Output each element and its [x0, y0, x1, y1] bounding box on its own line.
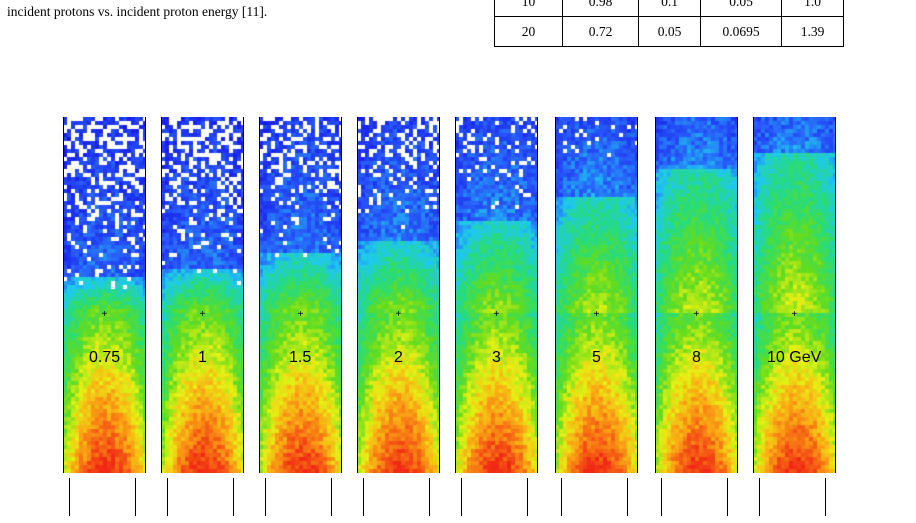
table-cell: 0.05	[638, 16, 701, 47]
axis-tick	[135, 478, 136, 516]
axis-tick	[331, 478, 332, 516]
dose-heatmap	[63, 117, 146, 473]
energy-label: 0.75	[89, 349, 121, 366]
dose-map-panel	[161, 117, 244, 473]
dose-map-panel	[555, 117, 638, 473]
dose-map-panel	[63, 117, 146, 473]
dose-heatmap	[161, 117, 244, 473]
table-cell: 0.0695	[700, 16, 782, 47]
center-marker: +	[593, 309, 600, 320]
panel-frame	[655, 117, 738, 473]
panel-frame	[455, 117, 538, 473]
dose-map-panel	[259, 117, 342, 473]
energy-label: 10 GeV	[767, 349, 822, 366]
caption-text: incident protons vs. incident proton ene…	[7, 4, 268, 19]
center-marker: +	[101, 309, 108, 320]
center-marker: +	[493, 309, 500, 320]
axis-tick	[233, 478, 234, 516]
panel-frame	[161, 117, 244, 473]
axis-tick	[363, 478, 364, 516]
dose-map-panel	[655, 117, 738, 473]
axis-tick	[69, 478, 70, 516]
center-marker: +	[297, 309, 304, 320]
center-marker: +	[395, 309, 402, 320]
dose-map-panel	[357, 117, 440, 473]
center-marker: +	[791, 309, 798, 320]
dose-heatmap	[555, 117, 638, 473]
dose-heatmap	[357, 117, 440, 473]
center-marker: +	[693, 309, 700, 320]
axis-tick	[661, 478, 662, 516]
energy-label: 5	[592, 349, 601, 366]
axis-tick	[167, 478, 168, 516]
table-cell: 20	[494, 16, 563, 47]
panel-frame	[753, 117, 836, 473]
table-row: 20 0.72 0.05 0.0695 1.39	[494, 16, 844, 47]
axis-tick	[627, 478, 628, 516]
dose-map-panel	[455, 117, 538, 473]
dose-heatmap	[455, 117, 538, 473]
energy-label: 3	[492, 349, 501, 366]
dose-heatmap	[259, 117, 342, 473]
panel-frame	[357, 117, 440, 473]
dose-map-panel	[753, 117, 836, 473]
axis-tick	[727, 478, 728, 516]
energy-label: 2	[394, 349, 403, 366]
dose-heatmap	[655, 117, 738, 473]
table-cell: 1.39	[781, 16, 844, 47]
dose-heatmap	[753, 117, 836, 473]
panel-frame	[63, 117, 146, 473]
axis-tick	[429, 478, 430, 516]
energy-label: 1.5	[289, 349, 312, 366]
data-table: 10 0.98 0.1 0.05 1.0 20 0.72 0.05 0.0695…	[494, 0, 844, 47]
energy-label: 8	[692, 349, 701, 366]
table-cell: 0.72	[562, 16, 639, 47]
axis-tick	[825, 478, 826, 516]
axis-tick	[527, 478, 528, 516]
energy-label: 1	[198, 349, 207, 366]
axis-tick	[759, 478, 760, 516]
axis-tick	[461, 478, 462, 516]
axis-tick	[561, 478, 562, 516]
center-marker: +	[199, 309, 206, 320]
panel-frame	[259, 117, 342, 473]
axis-tick	[265, 478, 266, 516]
panel-frame	[555, 117, 638, 473]
